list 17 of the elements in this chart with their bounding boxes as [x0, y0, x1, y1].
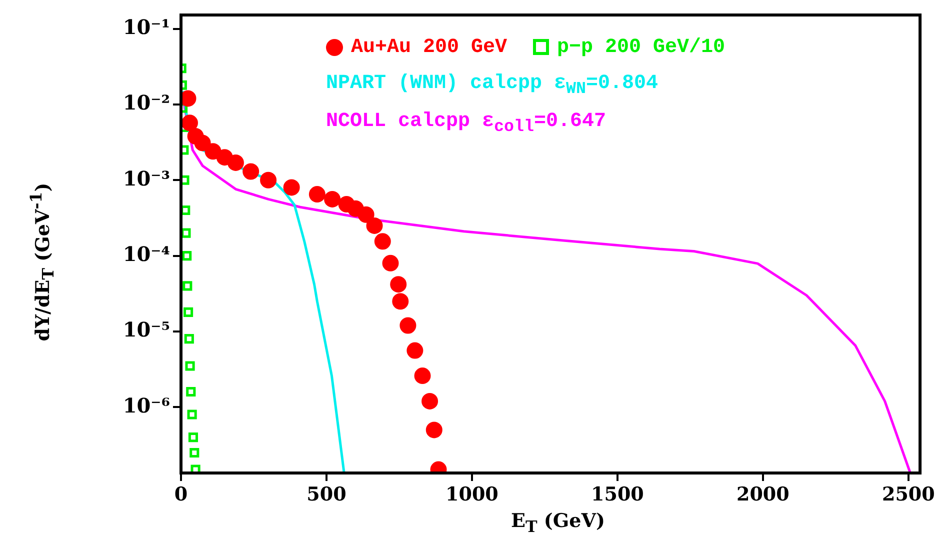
text: NPART (WNM) calcpp ε$_{WN}$=0.804: [326, 72, 658, 98]
x-tick-label: 500: [306, 483, 346, 506]
legend-label: Au+Au 200 GeV: [351, 36, 508, 58]
x-tick-label: 2500: [882, 483, 935, 506]
y-tick-label: 10⁻¹: [122, 14, 170, 39]
x-axis-title: E$_{T}$ (GeV): [511, 510, 605, 536]
x-tick-label: 2000: [736, 483, 790, 506]
y-tick-label: 10⁻²: [122, 90, 170, 115]
y-tick-label: 10⁻⁴: [122, 242, 170, 266]
legend-label: p−p 200 GeV/10: [557, 36, 726, 58]
x-tick-label: 1000: [446, 483, 498, 506]
y-tick-label: 10⁻⁵: [122, 318, 170, 342]
x-tick-label: 1500: [591, 483, 644, 506]
y-tick-label: 10⁻⁶: [122, 393, 170, 418]
x-tick-label: 0: [174, 483, 188, 506]
text: NCOLL calcpp ε$_{coll}$=0.647: [326, 110, 606, 136]
y-tick-label: 10⁻³: [122, 166, 170, 190]
